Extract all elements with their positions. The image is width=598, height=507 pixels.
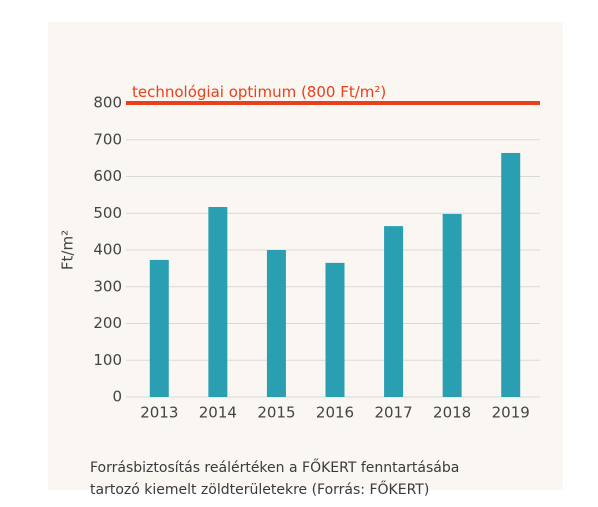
y-tick-label: 200 [93,314,122,332]
y-tick-label: 100 [93,351,122,369]
y-tick-label: 500 [93,204,122,222]
panel [48,22,563,490]
reference-label: technológiai optimum (800 Ft/m²) [132,83,386,101]
x-tick-label: 2016 [316,404,354,422]
y-tick-label: 300 [93,277,122,295]
x-tick-label: 2013 [140,404,178,422]
y-axis-label: Ft/m² [59,230,77,270]
y-tick-label: 700 [93,130,122,148]
bar [208,207,228,397]
bar [442,213,462,397]
x-tick-label: 2015 [257,404,295,422]
caption-line: tartozó kiemelt zöldterületekre (Forrás:… [90,480,429,498]
bar [501,152,521,397]
bar [325,262,345,397]
x-tick-label: 2017 [374,404,412,422]
bar [384,226,404,397]
x-tick-label: 2018 [433,404,471,422]
bar [149,259,169,397]
bar [266,250,286,397]
y-tick-label: 800 [93,94,122,112]
y-tick-label: 400 [93,241,122,259]
x-tick-label: 2019 [492,404,530,422]
caption-line: Forrásbiztosítás reálértéken a FŐKERT fe… [90,458,459,476]
y-tick-label: 600 [93,167,122,185]
x-tick-label: 2014 [199,404,237,422]
y-tick-label: 0 [112,388,122,406]
